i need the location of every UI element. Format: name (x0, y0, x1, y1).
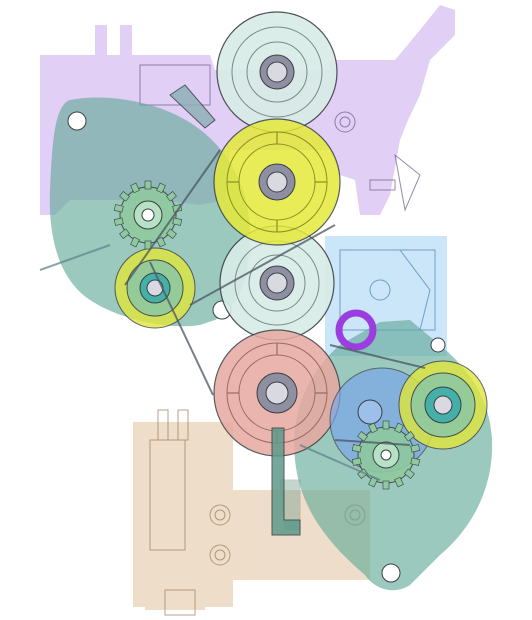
purple-ring (335, 309, 377, 351)
gear-tooth (172, 217, 183, 226)
link-rod (39, 244, 381, 481)
gear-tooth (113, 217, 124, 226)
gear-tooth (119, 228, 130, 239)
gear-tooth (144, 240, 152, 250)
gear-tooth (394, 422, 404, 434)
gear-tooth (394, 476, 404, 488)
drive-belts (124, 149, 426, 446)
gear-tooth (130, 236, 140, 248)
gear-lower (351, 420, 421, 490)
gear-tooth (351, 444, 362, 453)
gear-tooth (410, 444, 421, 453)
gear-tooth (130, 182, 140, 194)
gear-tooth (351, 457, 362, 466)
purple-bracket-detail (139, 64, 421, 212)
yellow-pulley (213, 118, 341, 246)
gear-tooth (166, 228, 177, 239)
gear-tooth (368, 422, 378, 434)
gear-tooth (156, 236, 166, 248)
roller-mid (219, 225, 335, 341)
gear-tooth (113, 204, 124, 213)
yellow-pulley-right (398, 360, 488, 450)
yellow-pulley-left (114, 247, 196, 329)
gear-tooth (404, 431, 415, 442)
lever-arm-bottom (271, 427, 301, 536)
gear-tooth (119, 191, 130, 202)
roller-top (216, 11, 338, 133)
lever-arm-top (169, 84, 216, 129)
gear-tooth (404, 468, 415, 479)
gear-tooth (382, 420, 390, 430)
gear-tooth (156, 182, 166, 194)
gear-tooth (166, 191, 177, 202)
gear-tooth (144, 180, 152, 190)
gear-tooth (357, 431, 368, 442)
gear-tooth (382, 480, 390, 490)
pink-pulley (213, 329, 341, 457)
tan-housing-detail (149, 409, 366, 616)
gear-tooth (410, 457, 421, 466)
